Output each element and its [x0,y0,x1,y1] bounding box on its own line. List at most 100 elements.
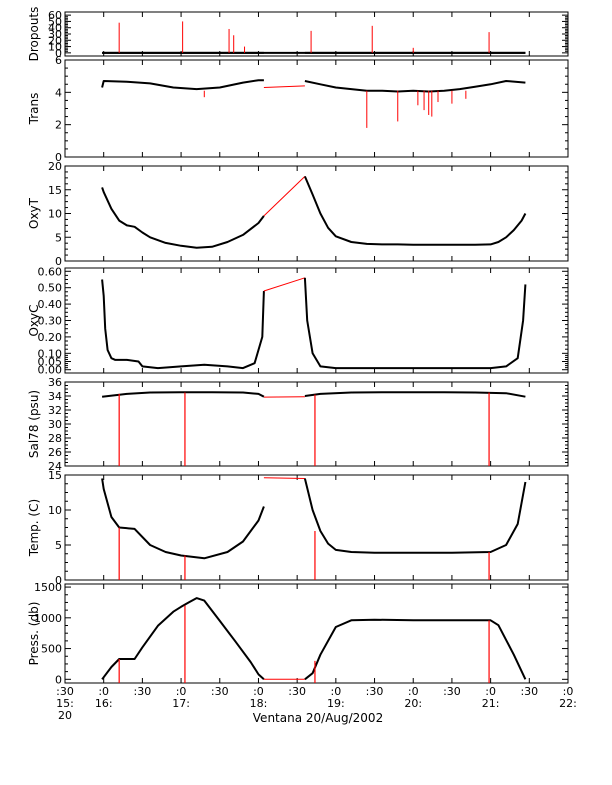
y-axis-title: OxyC [27,304,41,336]
x-tick-label: 21: [482,697,500,710]
x-tick-label: :0 [176,685,187,698]
x-tick-label: :0 [253,685,264,698]
x-tick-label: :30 [288,685,306,698]
y-tick-label: 0 [55,47,62,60]
y-tick-label: 0.30 [38,315,63,328]
y-tick-label: 1000 [34,612,62,625]
panel-data [101,477,527,580]
y-tick-label: 5 [55,539,62,552]
series-line [304,80,526,93]
y-tick-label: 0.20 [38,331,63,344]
series-line [304,618,527,681]
panel-frame [64,165,569,262]
y-tick-label: 0 [55,255,62,268]
panel-temp: 0 5 10 15 Temp. (C) [27,469,569,587]
x-tick-label: :0 [408,685,419,698]
x-tick-label: 20: [404,697,422,710]
y-tick-label: 10 [48,41,62,54]
y-tick-label: 15 [48,469,62,482]
series-line [304,391,526,398]
x-tick-label: :0 [330,685,341,698]
y-axis-title: Press. (db) [27,602,41,666]
x-tick-label: 22: [559,697,577,710]
x-tick-label: :30 [56,685,74,698]
y-tick-label: 500 [41,643,62,656]
panel-frame [64,267,569,374]
panel-frame [64,11,569,57]
y-tick-label: 36 [48,376,62,389]
y-tick-label: 0.10 [38,347,63,360]
panel-data [101,277,527,370]
panel-frame [64,59,569,158]
y-axis-title: Temp. (C) [27,499,41,557]
y-tick-label: 50 [48,15,62,28]
y-tick-label: 60 [48,9,62,22]
y-tick-label: 2 [55,119,62,132]
y-tick-label: 10 [48,504,62,517]
series-line [101,187,265,249]
y-tick-label: 24 [48,460,62,473]
panel-trans: 0 2 4 6 Trans [27,54,569,164]
x-axis-labels: :3015:20:016::30:017::30:018::30:019::30… [56,685,577,722]
series-line [101,597,265,681]
y-tick-label: 34 [48,390,62,403]
panel-data [102,21,526,54]
y-tick-label: 6 [55,54,62,67]
y-tick-label: 20 [48,160,62,173]
y-tick-label: 0.40 [38,298,63,311]
panel-frame [64,583,569,684]
y-tick-label: 0.00 [38,364,63,377]
panel-data [101,597,527,683]
series-gap-line [263,477,305,479]
x-tick-label: 20 [58,709,72,722]
y-tick-label: 26 [48,446,62,459]
x-tick-label: :30 [211,685,229,698]
panels-layer: 0102030405060Dropouts0246Trans05101520Ox… [27,7,569,686]
x-tick-label: :0 [485,685,496,698]
y-tick-label: 40 [48,22,62,35]
y-tick-label: 5 [55,231,62,244]
x-tick-label: 15: [56,697,74,710]
y-axis-title: OxyT [27,197,41,229]
series-gap-line [263,85,305,88]
x-tick-label: :0 [98,685,109,698]
series-line [101,391,265,398]
y-tick-label: 15 [48,184,62,197]
series-line [101,79,264,91]
x-tick-label: 17: [172,697,190,710]
x-tick-label: :0 [563,685,574,698]
y-tick-label: 0 [55,673,62,686]
y-tick-label: 32 [48,404,62,417]
series-gap-line [263,176,306,217]
series-line [303,478,527,554]
series-line [101,279,265,370]
series-line [303,277,527,370]
y-axis-title: Trans [27,93,41,126]
y-tick-label: 30 [48,28,62,41]
y-tick-label: 20 [48,34,62,47]
y-tick-label: 0 [55,151,62,164]
y-tick-label: 1500 [34,581,62,594]
y-tick-label: 0.60 [38,265,63,278]
x-tick-label: 18: [250,697,268,710]
y-axis-title: Dropouts [27,7,41,62]
series-gap-line [263,277,306,292]
x-tick-label: 19: [327,697,345,710]
x-tick-label: :30 [443,685,461,698]
y-tick-label: 0.50 [38,282,63,295]
y-axis-title: Sal78 (psu) [27,390,41,458]
panel-data [101,176,527,249]
panel-frame [64,474,569,581]
series-line [303,176,527,246]
y-tick-label: 28 [48,432,62,445]
x-axis-title: Ventana 20/Aug/2002 [253,711,383,725]
y-tick-label: 4 [55,86,62,99]
y-tick-label: 0.05 [38,356,63,369]
series-line [101,478,265,560]
y-tick-label: 10 [48,208,62,221]
panel-press: 0 500 1000 1500 Press. (db) [27,581,569,686]
x-tick-label: :30 [520,685,538,698]
